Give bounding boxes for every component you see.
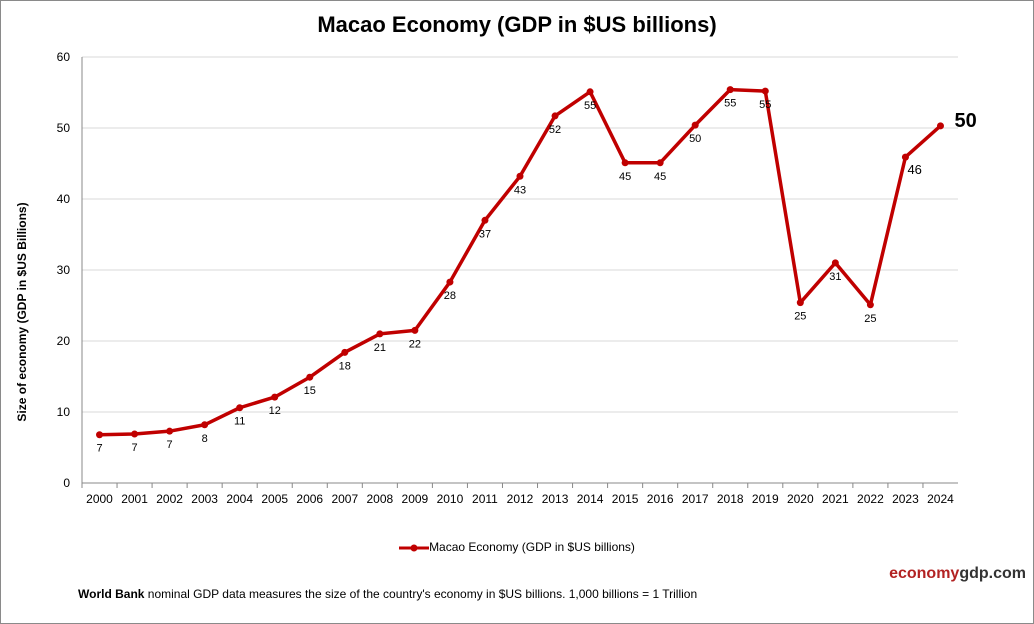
data-point [796, 299, 804, 307]
data-point [236, 404, 244, 412]
data-point [936, 122, 944, 130]
data-label: 15 [304, 385, 316, 397]
x-tick-label: 2000 [86, 492, 113, 506]
data-point [376, 330, 384, 338]
x-tick-label: 2016 [647, 492, 674, 506]
x-tick-label: 2010 [437, 492, 464, 506]
y-tick-label: 30 [57, 263, 71, 277]
x-tick-label: 2013 [542, 492, 569, 506]
x-tick-label: 2007 [331, 492, 358, 506]
data-point [901, 153, 909, 161]
footnote-source: World Bank [78, 587, 145, 601]
y-tick-label: 60 [57, 50, 71, 64]
data-label: 18 [339, 360, 351, 372]
x-tick-label: 2003 [191, 492, 218, 506]
data-point [831, 259, 839, 267]
y-tick-label: 20 [57, 334, 71, 348]
y-tick-label: 50 [57, 121, 71, 135]
data-point [306, 373, 314, 381]
x-tick-label: 2024 [927, 492, 954, 506]
legend-marker [399, 544, 430, 552]
x-tick-label: 2002 [156, 492, 183, 506]
x-tick-label: 2020 [787, 492, 814, 506]
footnote-text: nominal GDP data measures the size of th… [144, 587, 698, 601]
x-tick-label: 2012 [507, 492, 534, 506]
data-point [166, 427, 174, 435]
data-point [866, 301, 874, 309]
data-label: 50 [954, 110, 976, 132]
legend-label: Macao Economy (GDP in $US billions) [429, 540, 635, 554]
data-label: 43 [514, 184, 526, 196]
data-label: 25 [864, 313, 876, 325]
x-tick-label: 2021 [822, 492, 849, 506]
data-label: 55 [584, 100, 596, 112]
x-tick-label: 2001 [121, 492, 148, 506]
data-label: 25 [794, 311, 806, 323]
y-tick-label: 10 [57, 405, 71, 419]
x-tick-label: 2006 [296, 492, 323, 506]
series-line [99, 87, 942, 437]
data-point [586, 88, 594, 96]
data-point [411, 326, 419, 334]
data-point [621, 159, 629, 167]
data-label: 46 [907, 162, 921, 177]
x-tick-label: 2022 [857, 492, 884, 506]
data-point [131, 430, 139, 438]
legend: Macao Economy (GDP in $US billions) [0, 540, 1034, 554]
x-tick-label: 2004 [226, 492, 253, 506]
brand-part: gdp [959, 565, 989, 582]
x-tick-label: 2018 [717, 492, 744, 506]
data-point [201, 421, 209, 429]
data-label: 7 [131, 442, 137, 454]
x-tick-label: 2014 [577, 492, 604, 506]
x-tick-label: 2008 [366, 492, 393, 506]
x-tick-label: 2009 [402, 492, 429, 506]
x-tick-label: 2023 [892, 492, 919, 506]
data-label: 52 [549, 124, 561, 136]
brand-logo[interactable]: economygdp.com [889, 565, 1026, 583]
chart-title: Macao Economy (GDP in $US billions) [317, 12, 717, 37]
brand-part: economy [889, 565, 960, 582]
data-label: 7 [167, 439, 173, 451]
data-point [551, 112, 559, 120]
data-label: 45 [654, 171, 666, 183]
data-point [446, 278, 454, 286]
data-point [691, 121, 699, 129]
data-label: 31 [829, 271, 841, 283]
data-label: 12 [269, 405, 281, 417]
data-label: 55 [724, 98, 736, 110]
data-point [726, 86, 734, 94]
data-point [656, 159, 664, 167]
data-label: 28 [444, 290, 456, 302]
data-point [96, 431, 104, 439]
data-point [761, 87, 769, 95]
data-point [341, 348, 349, 356]
data-label: 22 [409, 338, 421, 350]
footnote: World Bank nominal GDP data measures the… [78, 587, 697, 601]
data-label: 55 [759, 99, 771, 111]
brand-part: .com [988, 565, 1026, 582]
data-label: 8 [202, 433, 208, 445]
data-label: 21 [374, 342, 386, 354]
data-point [516, 172, 524, 180]
data-point [271, 393, 279, 401]
data-label: 7 [96, 443, 102, 455]
y-tick-label: 40 [57, 192, 71, 206]
data-point [481, 216, 489, 224]
data-label: 37 [479, 228, 491, 240]
x-tick-label: 2005 [261, 492, 288, 506]
data-label: 45 [619, 171, 631, 183]
x-tick-label: 2015 [612, 492, 639, 506]
data-label: 50 [689, 133, 701, 145]
x-tick-label: 2019 [752, 492, 779, 506]
x-tick-label: 2017 [682, 492, 709, 506]
y-tick-label: 0 [63, 476, 70, 490]
data-label: 11 [234, 416, 245, 428]
x-tick-label: 2011 [472, 492, 498, 506]
